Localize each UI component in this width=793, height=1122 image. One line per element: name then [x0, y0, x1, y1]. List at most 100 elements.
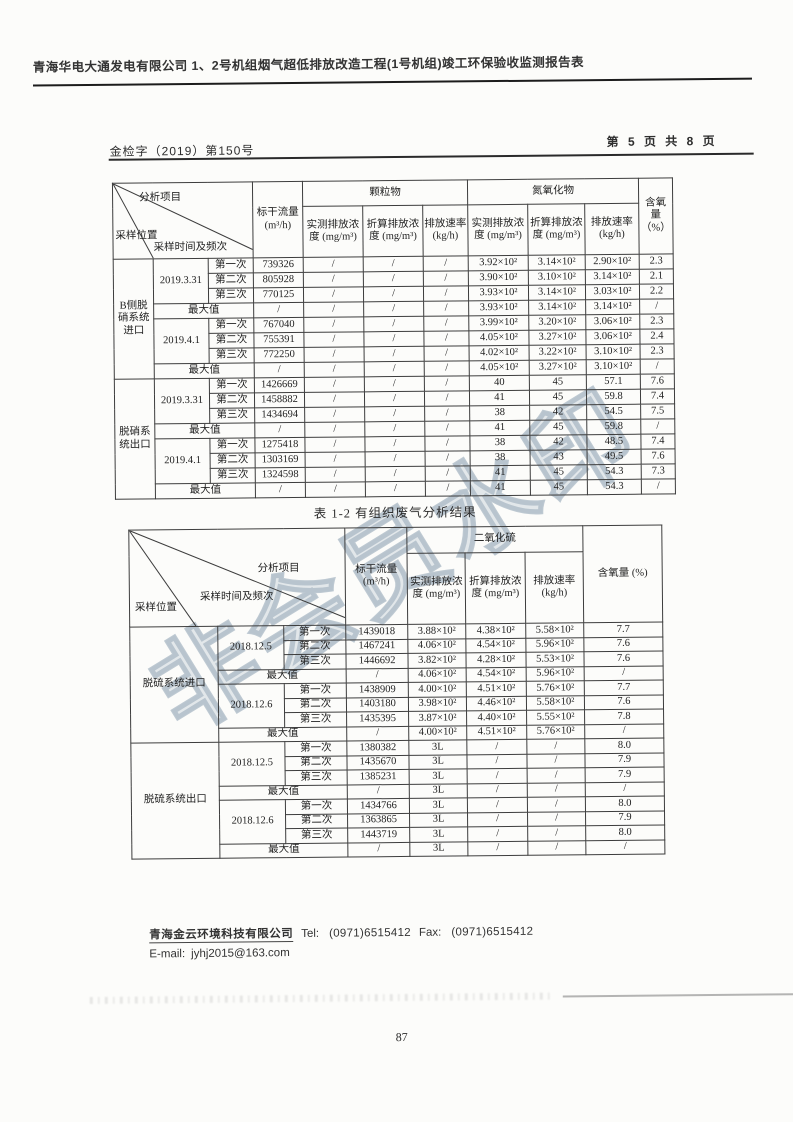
col-header-pm-measured: 实测排放浓度 (mg/m³)	[302, 205, 364, 258]
sampling-seq-cell: 第二次	[208, 332, 255, 349]
value-cell: 4.51×10²	[466, 681, 527, 697]
value-cell: 38	[469, 405, 530, 421]
footer-contact-line: 青海金云环境科技有限公司 Tel: (0971)6515412 Fax: (0971)6…	[149, 923, 533, 944]
value-cell: /	[346, 667, 409, 684]
value-cell: /	[303, 331, 365, 348]
value-cell: /	[641, 478, 676, 495]
value-cell: 1439018	[345, 624, 408, 640]
scan-smudge-artifact	[89, 992, 550, 1005]
value-cell: 7.9	[584, 752, 665, 768]
sampling-location-cell: B侧脱硝系统进口	[113, 258, 155, 380]
value-cell: /	[364, 406, 425, 422]
value-cell: 2.4	[639, 328, 675, 345]
value-cell: /	[365, 451, 426, 467]
value-cell: /	[526, 753, 586, 769]
value-cell: 45	[529, 419, 587, 436]
value-cell: 1435395	[346, 711, 409, 727]
value-cell: /	[303, 286, 364, 303]
value-cell: /	[584, 665, 664, 681]
value-cell: 4.00×10²	[408, 725, 467, 741]
value-cell: 5.58×10²	[526, 695, 585, 711]
sampling-seq-cell: 第一次	[283, 625, 346, 641]
value-cell: 3.10×10²	[586, 344, 641, 360]
value-cell: /	[423, 255, 469, 272]
corner-label-time: 采样时间及频次	[199, 591, 274, 603]
value-cell: /	[526, 738, 585, 754]
sampling-seq-cell: 第二次	[284, 755, 348, 771]
value-cell: 42	[529, 434, 588, 451]
value-cell: 1438909	[346, 682, 409, 698]
value-cell: 3.10×10²	[528, 269, 586, 286]
value-cell: 4.40×10²	[466, 710, 527, 726]
max-value-label-cell: 最大值	[154, 362, 255, 379]
value-cell: 4.05×10²	[468, 330, 530, 346]
value-cell: 7.5	[640, 403, 675, 420]
value-cell: 3.27×10²	[528, 329, 587, 346]
value-cell: /	[365, 481, 426, 497]
value-cell: /	[364, 376, 425, 392]
value-cell: 3L	[409, 783, 468, 799]
max-value-label-cell: 最大值	[153, 302, 254, 319]
value-cell: /	[425, 450, 471, 467]
value-cell: /	[424, 345, 470, 362]
value-cell: /	[467, 826, 528, 842]
sampling-date-cell: 2019.4.1	[154, 438, 211, 484]
value-cell: 7.4	[640, 388, 675, 405]
value-cell: 3.90×10²	[468, 270, 529, 286]
fax-label: Fax:	[418, 926, 442, 939]
page-number: 87	[395, 1029, 408, 1045]
sampling-location-cell: 脱硫系统出口	[130, 742, 220, 860]
sampling-seq-cell: 第一次	[284, 741, 347, 757]
value-cell: /	[304, 391, 365, 408]
value-cell: 2.1	[639, 268, 674, 285]
value-cell: 755391	[253, 332, 305, 348]
value-cell: /	[303, 301, 364, 318]
value-cell: /	[363, 331, 425, 347]
value-cell: /	[364, 346, 425, 362]
sampling-date-cell: 2019.3.31	[153, 258, 209, 304]
value-cell: /	[425, 480, 471, 497]
sampling-seq-cell: 第二次	[284, 697, 347, 713]
value-cell: 43	[530, 449, 588, 466]
value-cell: 4.38×10²	[465, 623, 526, 639]
value-cell: 57.1	[586, 374, 641, 390]
value-cell: /	[527, 782, 586, 798]
value-cell: 1443719	[347, 827, 410, 843]
table-header-row: 分析项目 采样位置 采样时间及频次 标干流量 (m³/h) 颗粒物 氮氧化物 含…	[112, 177, 674, 260]
value-cell: 3L	[409, 768, 468, 784]
value-cell: /	[424, 405, 470, 422]
value-cell: 3.14×10²	[528, 254, 586, 271]
value-cell: 4.06×10²	[407, 638, 466, 654]
value-cell: 3.82×10²	[407, 652, 467, 668]
sampling-seq-cell: 第二次	[208, 272, 254, 289]
sampling-seq-cell: 第三次	[209, 407, 255, 424]
value-cell: /	[365, 466, 426, 482]
sampling-seq-cell: 第二次	[283, 639, 346, 655]
tel-number: (0971)6515412	[329, 926, 412, 940]
value-cell: 4.54×10²	[465, 637, 526, 653]
value-cell: 54.3	[587, 464, 642, 480]
col-header-pm-converted: 折算排放浓度 (mg/m³)	[362, 205, 424, 257]
value-cell: 772250	[254, 347, 305, 363]
sampling-date-cell: 2019.4.1	[153, 318, 210, 364]
value-cell: 49.5	[587, 449, 642, 465]
table2-caption: 表 1-2 有组织废气分析结果	[313, 505, 477, 521]
value-cell: /	[640, 418, 675, 435]
col-header-so2-measured: 实测排放浓度 (mg/m³)	[407, 552, 466, 625]
col-header-pm-rate: 排放速率 (kg/h)	[422, 204, 469, 257]
value-cell: 41	[469, 390, 530, 406]
max-value-label-cell: 最大值	[155, 482, 256, 499]
sampling-seq-cell: 第三次	[208, 287, 254, 304]
value-cell: 1275418	[254, 437, 306, 453]
sampling-seq-cell: 第三次	[285, 770, 348, 786]
value-cell: /	[424, 360, 470, 377]
value-cell: /	[467, 768, 528, 784]
value-cell: 42	[529, 404, 587, 421]
sampling-seq-cell: 第三次	[283, 654, 347, 670]
sampling-location-cell: 脱硫系统进口	[129, 626, 219, 744]
analysis-table-nox: 分析项目 采样位置 采样时间及频次 标干流量 (m³/h) 颗粒物 氮氧化物 含…	[112, 177, 676, 500]
value-cell: 3.06×10²	[585, 314, 640, 330]
value-cell: 1458882	[254, 392, 305, 408]
col-header-so2-rate: 排放速率 (kg/h)	[525, 551, 584, 624]
diagonal-lines	[129, 529, 345, 627]
